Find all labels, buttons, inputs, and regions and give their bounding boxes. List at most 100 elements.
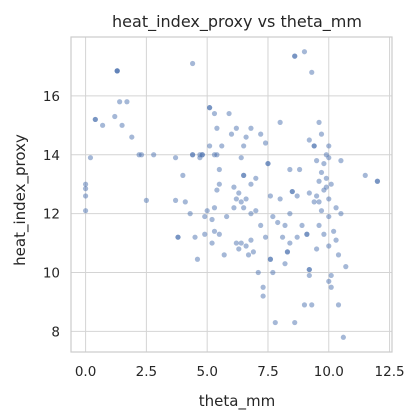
scatter-point bbox=[331, 228, 337, 234]
scatter-point bbox=[202, 213, 208, 220]
scatter-point bbox=[323, 184, 329, 190]
scatter-point bbox=[87, 155, 94, 161]
scatter-point bbox=[216, 231, 222, 237]
scatter-point bbox=[194, 256, 201, 262]
scatter-point bbox=[343, 264, 349, 270]
scatter-point bbox=[211, 228, 218, 234]
scatter-point bbox=[321, 231, 327, 237]
scatter-point bbox=[199, 152, 205, 158]
scatter-point bbox=[187, 211, 193, 217]
scatter-point bbox=[265, 160, 271, 167]
scatter-point bbox=[316, 178, 322, 184]
scatter-point bbox=[292, 319, 298, 326]
scatter-point bbox=[279, 234, 286, 240]
scatter-point bbox=[236, 246, 242, 252]
scatter-point bbox=[335, 302, 342, 308]
scatter-point bbox=[92, 116, 98, 123]
scatter-point bbox=[335, 252, 342, 258]
y-tick-labels: 8 10 12 14 16 bbox=[43, 89, 60, 341]
scatter-point bbox=[309, 302, 315, 308]
x-axis-label: theta_mm bbox=[199, 392, 275, 411]
scatter-point bbox=[267, 256, 274, 262]
scatter-point bbox=[323, 175, 329, 181]
scatter-point bbox=[338, 158, 344, 164]
scatter-point bbox=[119, 122, 125, 128]
scatter-point bbox=[189, 60, 196, 67]
x-tick-label: 7.5 bbox=[257, 364, 278, 380]
scatter-point bbox=[306, 266, 312, 273]
scatter-point bbox=[328, 272, 334, 279]
scatter-point bbox=[238, 240, 244, 246]
scatter-point bbox=[340, 334, 346, 340]
scatter-point bbox=[214, 152, 220, 158]
scatter-point bbox=[248, 125, 254, 131]
scatter-point bbox=[328, 284, 334, 290]
scatter-point bbox=[275, 219, 281, 226]
x-tick-label: 12.5 bbox=[375, 364, 405, 380]
y-axis-label: heat_index_proxy bbox=[11, 134, 30, 266]
scatter-point bbox=[192, 234, 198, 240]
scatter-point bbox=[250, 249, 256, 255]
scatter-point bbox=[207, 143, 213, 149]
scatter-point bbox=[243, 134, 249, 140]
scatter-point bbox=[209, 216, 215, 223]
x-gridlines bbox=[85, 37, 391, 352]
scatter-point bbox=[270, 213, 276, 220]
scatter-point bbox=[318, 169, 325, 176]
scatter-point bbox=[209, 240, 215, 246]
scatter-point bbox=[216, 166, 222, 173]
scatter-point bbox=[287, 211, 293, 217]
scatter-point bbox=[204, 208, 210, 214]
scatter-point bbox=[112, 113, 118, 120]
scatter-point bbox=[216, 181, 222, 187]
scatter-point bbox=[311, 143, 317, 149]
scatter-point bbox=[258, 131, 264, 137]
scatter-point bbox=[314, 246, 320, 252]
scatter-point bbox=[282, 222, 288, 229]
scatter-point bbox=[277, 196, 283, 202]
scatter-point bbox=[333, 237, 339, 243]
scatter-point bbox=[211, 205, 218, 211]
scatter-point bbox=[311, 199, 317, 205]
scatter-point bbox=[287, 240, 293, 246]
scatter-point bbox=[82, 208, 89, 214]
scatter-point bbox=[82, 193, 89, 199]
scatter-point bbox=[253, 208, 259, 214]
scatter-point bbox=[262, 234, 269, 240]
scatter-point bbox=[248, 237, 254, 243]
scatter-point bbox=[241, 205, 247, 211]
x-tick-label: 0.0 bbox=[75, 364, 96, 380]
scatter-point bbox=[172, 197, 179, 203]
scatter-point bbox=[289, 188, 295, 195]
scatter-point bbox=[231, 205, 237, 211]
scatter-point bbox=[328, 181, 334, 187]
scatter-point bbox=[267, 193, 274, 199]
scatter-point bbox=[282, 261, 288, 267]
y-tick-label: 12 bbox=[43, 207, 60, 223]
scatter-point bbox=[219, 143, 225, 149]
scatter-point bbox=[233, 240, 239, 246]
scatter-point bbox=[143, 197, 149, 203]
scatter-point bbox=[316, 222, 322, 229]
scatter-point bbox=[180, 172, 186, 178]
scatter-point bbox=[207, 105, 213, 111]
x-tick-label: 5.0 bbox=[196, 364, 217, 380]
scatter-point bbox=[306, 190, 312, 196]
scatter-point bbox=[175, 234, 181, 240]
scatter-point bbox=[226, 110, 232, 117]
scatter-point bbox=[245, 252, 252, 258]
scatter-point bbox=[82, 186, 89, 192]
scatter-point bbox=[182, 199, 188, 205]
scatter-point bbox=[326, 278, 332, 284]
scatter-point bbox=[316, 199, 322, 205]
scatter-point bbox=[321, 160, 327, 167]
scatter-point bbox=[248, 211, 254, 217]
scatter-point bbox=[318, 208, 325, 214]
scatter-point bbox=[314, 193, 320, 199]
y-gridlines bbox=[71, 95, 392, 332]
scatter-point bbox=[248, 181, 254, 187]
scatter-point bbox=[277, 119, 283, 125]
scatter-point bbox=[309, 69, 315, 75]
y-tick-label: 8 bbox=[51, 324, 60, 340]
